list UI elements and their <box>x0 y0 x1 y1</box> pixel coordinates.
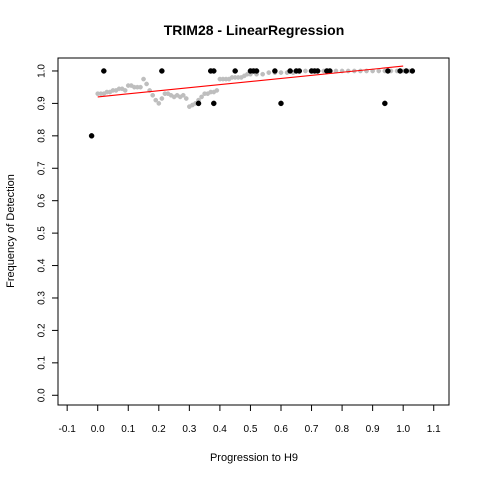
gray-data-point <box>183 96 189 101</box>
black-data-point <box>159 68 165 74</box>
x-tick-label: 0.1 <box>121 424 135 435</box>
black-data-point <box>397 68 403 74</box>
y-tick-label: 0.1 <box>37 355 48 369</box>
y-tick-label: 0.0 <box>37 388 48 402</box>
gray-data-point <box>266 70 272 75</box>
y-axis-label: Frequency of Detection <box>5 174 17 288</box>
x-tick-label: 0.4 <box>213 424 227 435</box>
x-tick-label: 0.6 <box>274 424 288 435</box>
y-tick-label: 0.9 <box>37 96 48 110</box>
gray-data-point <box>141 76 146 82</box>
x-axis-label: Progression to H9 <box>210 452 298 464</box>
y-tick-label: 1.0 <box>37 64 48 78</box>
gray-data-point <box>122 88 128 93</box>
gray-data-point <box>138 84 143 90</box>
gray-data-point <box>159 96 165 101</box>
black-data-point <box>211 100 217 107</box>
gray-data-point <box>180 92 186 98</box>
black-data-point <box>409 68 416 74</box>
points-layer <box>88 68 416 139</box>
black-data-point <box>195 100 202 107</box>
gray-data-point <box>153 97 159 103</box>
x-tick-label: 1.1 <box>427 424 441 435</box>
black-data-point <box>278 100 284 107</box>
y-tick-label: 0.5 <box>37 226 48 240</box>
gray-data-point <box>214 88 220 93</box>
y-tick-label: 0.2 <box>37 323 48 337</box>
x-tick-label: -0.1 <box>59 424 77 435</box>
black-data-point <box>314 68 321 74</box>
x-tick-label: 0.3 <box>182 424 196 435</box>
regression-layer <box>97 65 404 98</box>
black-data-point <box>296 68 303 74</box>
x-tick-label: 0.2 <box>152 424 166 435</box>
black-data-point <box>287 68 293 74</box>
black-data-point <box>272 68 278 74</box>
x-tick-label: 0.5 <box>243 424 257 435</box>
x-tick-label: 0.8 <box>335 424 349 435</box>
gray-data-point <box>150 92 156 98</box>
x-axis: -0.1 0.0 0.1 0.2 0.3 0.4 0.5 0.6 0.7 0.8 0.9 1.0 1.1 <box>59 405 441 435</box>
gray-data-point <box>376 68 382 74</box>
plot-area-border <box>57 57 450 406</box>
black-data-point <box>385 68 391 74</box>
gray-data-point <box>144 81 149 87</box>
black-data-point <box>327 68 333 74</box>
gray-data-point <box>156 101 162 106</box>
x-tick-label: 1.0 <box>396 424 410 435</box>
regression-line <box>97 65 404 98</box>
black-data-point <box>403 68 409 74</box>
x-tick-label: 0.7 <box>305 424 319 435</box>
x-tick-label: 0.9 <box>366 424 380 435</box>
y-tick-label: 0.7 <box>37 161 48 175</box>
y-tick-label: 0.6 <box>37 193 48 207</box>
gray-data-point <box>199 94 204 100</box>
black-data-point <box>211 68 217 74</box>
y-axis: 0.0 0.1 0.2 0.3 0.4 0.5 0.6 0.7 0.8 0.9 1.0 <box>37 64 58 402</box>
chart-title: TRIM28 - LinearRegression <box>164 22 345 38</box>
gray-data-point <box>278 70 284 75</box>
gray-data-point <box>303 68 308 74</box>
black-data-point <box>101 68 107 74</box>
black-data-point <box>382 100 388 107</box>
y-tick-label: 0.4 <box>37 258 48 272</box>
black-data-point <box>253 68 260 74</box>
black-data-point <box>232 68 238 74</box>
x-tick-label: 0.0 <box>91 424 105 435</box>
gray-data-point <box>260 71 266 77</box>
y-tick-label: 0.3 <box>37 291 48 305</box>
black-data-point <box>88 133 95 139</box>
y-tick-label: 0.8 <box>37 128 48 142</box>
